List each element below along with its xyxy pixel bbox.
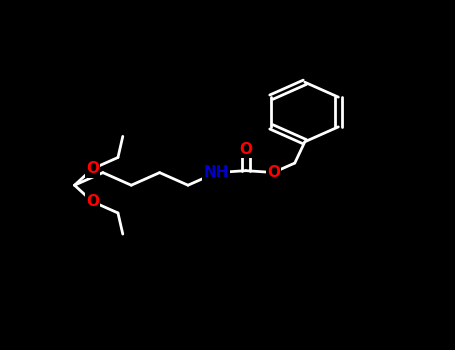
Text: O: O xyxy=(239,142,252,157)
Text: O: O xyxy=(86,161,99,176)
Text: O: O xyxy=(86,194,99,209)
Text: O: O xyxy=(267,165,280,180)
Text: NH: NH xyxy=(204,165,229,180)
